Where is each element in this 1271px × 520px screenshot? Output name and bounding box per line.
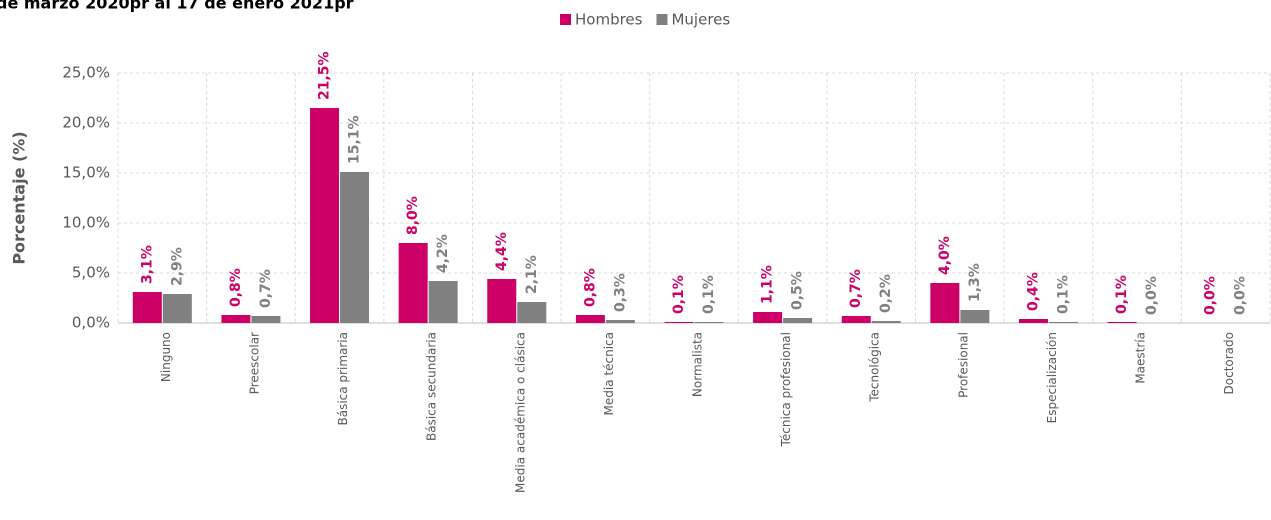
x-tick-label: Preescolar: [247, 332, 261, 394]
value-label: 0,7%: [258, 269, 274, 308]
bar: [221, 315, 251, 323]
bar: [1107, 322, 1137, 323]
bar: [340, 172, 370, 323]
value-label: 0,1%: [671, 275, 687, 314]
y-axis-label: Porcentaje (%): [10, 131, 29, 264]
value-label: 4,0%: [937, 236, 953, 275]
bar: [841, 316, 871, 323]
value-label: 0,4%: [1025, 272, 1041, 311]
bar: [398, 243, 428, 323]
y-tick-label: 20,0%: [62, 114, 110, 132]
x-tick-label: Ninguno: [159, 332, 173, 382]
legend-swatch: [560, 14, 571, 25]
bar: [753, 312, 783, 323]
legend-label: Mujeres: [671, 11, 730, 29]
x-tick-label: Básica primaria: [336, 332, 350, 426]
value-label: 0,8%: [582, 268, 598, 307]
bar: [251, 316, 281, 323]
x-tick-label: Maestría: [1134, 332, 1148, 384]
value-label: 0,1%: [701, 275, 717, 314]
value-label: 0,1%: [1055, 275, 1071, 314]
bar: [162, 294, 192, 323]
value-label: 0,2%: [878, 274, 894, 313]
value-label: 1,1%: [760, 265, 776, 304]
value-label: 0,0%: [1203, 276, 1219, 315]
x-tick-label: Media académica o clásica: [513, 332, 527, 493]
value-label: 0,3%: [612, 273, 628, 312]
bar: [1048, 322, 1078, 323]
bar: [783, 318, 813, 323]
value-label: 4,4%: [494, 232, 510, 271]
x-tick-label: Media técnica: [602, 332, 616, 415]
x-tick-label: Doctorado: [1222, 332, 1236, 394]
x-tick-label: Especialización: [1045, 332, 1059, 423]
bar: [487, 279, 517, 323]
x-tick-label: Profesional: [956, 332, 970, 398]
value-label: 0,8%: [228, 268, 244, 307]
x-tick-label: Básica secundaria: [425, 332, 439, 441]
bar: [517, 302, 547, 323]
y-tick-label: 0,0%: [72, 314, 110, 332]
value-label: 1,3%: [967, 263, 983, 302]
legend-label: Hombres: [575, 11, 643, 29]
bar: [930, 283, 960, 323]
value-label: 0,0%: [1233, 276, 1249, 315]
y-tick-label: 25,0%: [62, 64, 110, 82]
value-label: 0,5%: [790, 271, 806, 310]
value-label: 15,1%: [347, 115, 363, 164]
bar: [132, 292, 162, 323]
y-tick-label: 5,0%: [72, 264, 110, 282]
value-label: 0,0%: [1144, 276, 1160, 315]
y-tick-label: 15,0%: [62, 164, 110, 182]
y-tick-label: 10,0%: [62, 214, 110, 232]
bar: [694, 322, 724, 323]
x-tick-label: Normalista: [691, 332, 705, 397]
bar: [428, 281, 458, 323]
bar: [1018, 319, 1048, 323]
value-label: 2,1%: [524, 255, 540, 294]
bar: [664, 322, 694, 323]
value-label: 3,1%: [139, 245, 155, 284]
chart-title: de marzo 2020pr al 17 de enero 2021pr: [0, 0, 354, 13]
value-label: 0,1%: [1114, 275, 1130, 314]
value-label: 21,5%: [317, 51, 333, 100]
bar: [310, 108, 340, 323]
value-label: 4,2%: [435, 234, 451, 273]
x-tick-label: Tecnológica: [868, 332, 882, 403]
value-label: 0,7%: [848, 269, 864, 308]
bar: [605, 320, 635, 323]
value-label: 8,0%: [405, 196, 421, 235]
legend-swatch: [656, 14, 668, 25]
bar: [871, 321, 901, 323]
bar: [575, 315, 605, 323]
bar: [960, 310, 990, 323]
value-label: 2,9%: [169, 247, 185, 286]
x-tick-label: Técnica profesional: [779, 332, 793, 447]
